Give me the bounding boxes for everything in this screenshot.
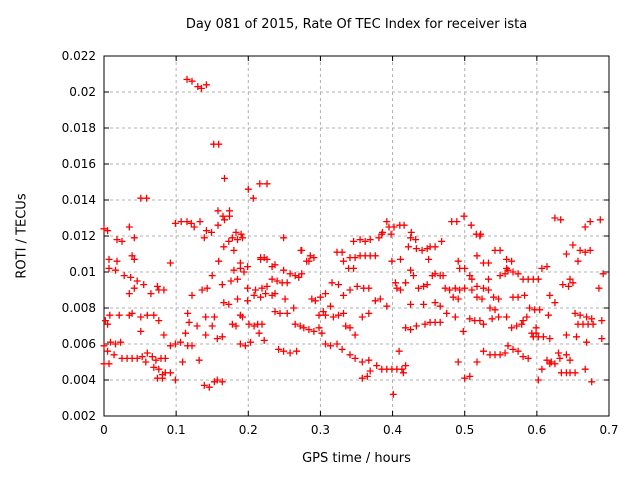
data-points xyxy=(100,75,607,398)
y-tick-label: 0.016 xyxy=(62,157,96,171)
chart-title: Day 081 of 2015, Rate Of TEC Index for r… xyxy=(185,17,528,32)
x-tick-label: 0 xyxy=(100,423,108,437)
y-tick-label: 0.002 xyxy=(62,409,96,423)
y-tick-label: 0.006 xyxy=(62,337,96,351)
y-tick-label: 0.004 xyxy=(62,373,96,387)
y-tick-label: 0.012 xyxy=(62,229,96,243)
x-tick-label: 0.1 xyxy=(167,423,186,437)
x-tick-label: 0.4 xyxy=(383,423,402,437)
x-tick-label: 0.2 xyxy=(239,423,258,437)
x-tick-label: 0.3 xyxy=(311,423,330,437)
y-tick-label: 0.018 xyxy=(62,121,96,135)
x-tick-label: 0.7 xyxy=(599,423,618,437)
x-tick-label: 0.6 xyxy=(527,423,546,437)
y-tick-label: 0.02 xyxy=(69,85,96,99)
x-tick-label: 0.5 xyxy=(455,423,474,437)
y-tick-label: 0.014 xyxy=(62,193,96,207)
y-axis-label: ROTI / TECUs xyxy=(14,193,30,279)
y-tick-label: 0.022 xyxy=(62,49,96,63)
y-tick-label: 0.008 xyxy=(62,301,96,315)
y-tick-label: 0.01 xyxy=(69,265,96,279)
x-axis-label: GPS time / hours xyxy=(302,451,411,466)
